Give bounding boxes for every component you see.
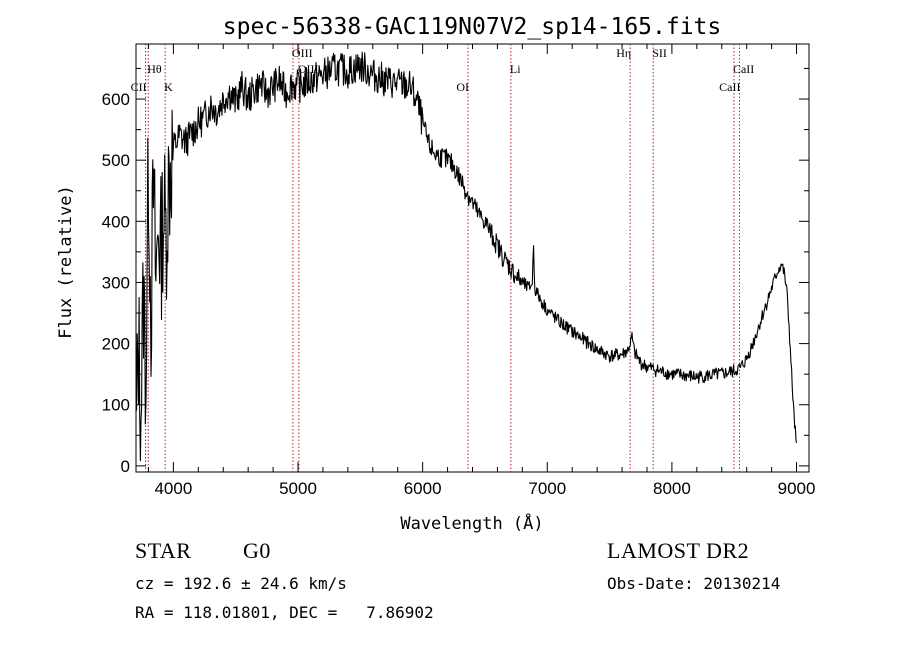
reference-line-label: Hθ (147, 62, 162, 76)
y-tick-label: 100 (102, 396, 130, 415)
y-tick-label: 400 (102, 212, 130, 231)
reference-line-label: K (164, 80, 173, 94)
reference-line-label: Hη (616, 46, 631, 60)
x-tick-label: 4000 (154, 479, 192, 498)
y-tick-label: 600 (102, 90, 130, 109)
reference-line-label: OIII (292, 46, 313, 60)
x-tick-label: 5000 (279, 479, 317, 498)
chart-title: spec-56338-GAC119N07V2_sp14-165.fits (223, 14, 722, 40)
y-tick-label: 300 (102, 273, 130, 292)
x-tick-label: 9000 (778, 479, 816, 498)
redshift-velocity: cz = 192.6 ± 24.6 km/s (135, 574, 347, 593)
reference-lines-group (145, 44, 740, 472)
y-tick-label: 200 (102, 335, 130, 354)
object-class: STAR (135, 538, 192, 563)
reference-line-label: CaII (719, 80, 740, 94)
reference-line-label: CII (131, 80, 147, 94)
y-tick-label: 0 (121, 457, 130, 476)
reference-line-label: OI (456, 80, 469, 94)
reference-line-label: CaII (733, 62, 754, 76)
reference-line-label: SII (652, 46, 667, 60)
spectral-subclass: G0 (243, 538, 271, 563)
y-axis-label: Flux (relative) (56, 185, 76, 339)
x-tick-label: 6000 (404, 479, 442, 498)
y-tick-label: 500 (102, 151, 130, 170)
ra-dec-coordinates: RA = 118.01801, DEC = 7.86902 (135, 603, 434, 622)
y-axis-ticks: 0 100 200 300 400 500 600 (102, 67, 809, 476)
reference-line-label: Li (510, 62, 521, 76)
x-axis-ticks: 4000 5000 6000 7000 8000 9000 (147, 44, 816, 498)
spectrum-series-line (135, 51, 798, 462)
observation-date: Obs-Date: 20130214 (607, 574, 781, 593)
x-axis-label: Wavelength (Å) (400, 512, 543, 534)
survey-name: LAMOST DR2 (607, 538, 750, 563)
x-tick-label: 7000 (528, 479, 566, 498)
plot-frame (135, 43, 810, 473)
x-tick-label: 8000 (653, 479, 691, 498)
